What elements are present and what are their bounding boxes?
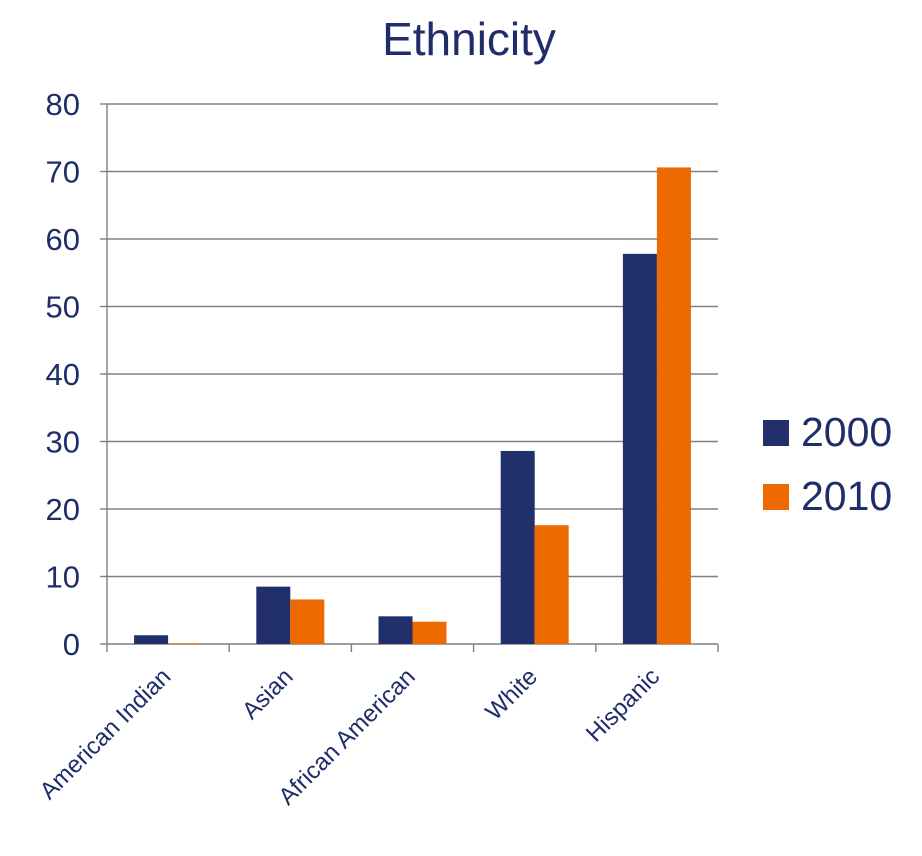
legend-swatch-2000 xyxy=(763,420,789,446)
bar-2010-hispanic xyxy=(656,167,691,644)
bars xyxy=(134,167,691,645)
bar-2010-asian xyxy=(290,599,325,644)
bar-2000-american-indian xyxy=(134,635,169,644)
bar-2000-asian xyxy=(256,586,291,644)
y-tick-label: 50 xyxy=(46,290,80,325)
x-tick-label: American Indian xyxy=(35,663,177,805)
y-tick-label: 60 xyxy=(46,222,80,257)
gridlines xyxy=(107,103,718,578)
y-tick-label: 10 xyxy=(46,560,80,595)
bar-2010-american-indian xyxy=(168,643,203,645)
bar-2010-white xyxy=(534,525,569,644)
legend: 2000 2010 xyxy=(763,409,892,519)
y-tick-label: 30 xyxy=(46,425,80,460)
bar-2010-african-american xyxy=(412,621,447,644)
y-tick-label: 0 xyxy=(63,627,80,662)
legend-label-2010: 2010 xyxy=(801,473,892,519)
y-tick-label: 40 xyxy=(46,357,80,392)
legend-swatch-2010 xyxy=(763,484,789,510)
chart-title: Ethnicity xyxy=(382,13,556,65)
legend-label-2000: 2000 xyxy=(801,409,892,455)
x-tick-label: Asian xyxy=(237,663,299,725)
bar-2000-white xyxy=(500,450,535,644)
x-tick-label: Hispanic xyxy=(581,663,665,747)
y-tick-label: 20 xyxy=(46,492,80,527)
y-tick-label: 80 xyxy=(46,87,80,122)
y-tick-label: 70 xyxy=(46,155,80,190)
bar-2000-hispanic xyxy=(622,253,657,644)
axes xyxy=(100,103,719,652)
x-tick-label: White xyxy=(480,663,542,725)
bar-2000-african-american xyxy=(378,616,413,644)
